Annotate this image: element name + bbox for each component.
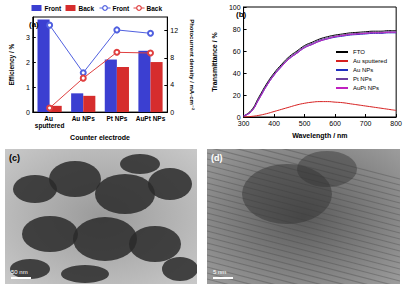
svg-text:2: 2 — [26, 59, 30, 66]
svg-text:600: 600 — [329, 120, 341, 127]
svg-text:700: 700 — [360, 120, 372, 127]
svg-text:3: 3 — [26, 34, 30, 41]
svg-text:Front: Front — [113, 5, 130, 12]
svg-text:500: 500 — [299, 120, 311, 127]
svg-text:Back: Back — [147, 5, 163, 12]
svg-text:Pt NPs: Pt NPs — [106, 115, 127, 122]
svg-text:(d): (d) — [211, 153, 223, 163]
svg-text:Counter electrode: Counter electrode — [70, 134, 130, 141]
svg-text:Au sputtered: Au sputtered — [353, 58, 387, 64]
svg-text:Pt NPs: Pt NPs — [353, 76, 372, 82]
svg-text:1: 1 — [26, 84, 30, 91]
svg-text:Front: Front — [45, 5, 62, 12]
svg-text:(b): (b) — [236, 10, 247, 19]
svg-text:Back: Back — [79, 5, 95, 12]
svg-text:Au: Au — [44, 115, 54, 122]
svg-text:Au NPs: Au NPs — [353, 67, 373, 73]
svg-text:400: 400 — [268, 120, 280, 127]
svg-text:50 nm: 50 nm — [11, 269, 28, 275]
svg-text:Transmittance / %: Transmittance / % — [211, 31, 218, 91]
svg-text:300: 300 — [238, 120, 250, 127]
svg-text:800: 800 — [390, 120, 402, 127]
svg-text:(a): (a) — [29, 20, 39, 29]
svg-text:Photocurrent density / mA·cm⁻²: Photocurrent density / mA·cm⁻² — [189, 19, 195, 110]
svg-text:Efficiency / %: Efficiency / % — [8, 43, 16, 85]
svg-text:0: 0 — [236, 113, 241, 121]
svg-text:40: 40 — [233, 70, 241, 77]
svg-text:0: 0 — [170, 109, 174, 116]
svg-text:4: 4 — [170, 81, 174, 88]
svg-text:60: 60 — [233, 48, 241, 55]
svg-text:100: 100 — [228, 3, 241, 11]
svg-text:(c): (c) — [9, 153, 20, 163]
svg-text:FTO: FTO — [353, 49, 365, 55]
svg-text:20: 20 — [233, 92, 241, 99]
svg-text:Wavelength / nm: Wavelength / nm — [292, 132, 347, 140]
svg-text:12: 12 — [170, 27, 178, 34]
svg-text:0: 0 — [26, 109, 30, 116]
svg-text:8: 8 — [170, 54, 174, 61]
svg-text:5 nm: 5 nm — [213, 269, 226, 275]
svg-text:AuPt NPs: AuPt NPs — [136, 115, 166, 122]
svg-text:sputtered: sputtered — [35, 122, 65, 130]
svg-text:AuPt NPs: AuPt NPs — [353, 85, 379, 91]
svg-text:80: 80 — [233, 26, 241, 33]
svg-text:Au NPs: Au NPs — [72, 115, 96, 122]
